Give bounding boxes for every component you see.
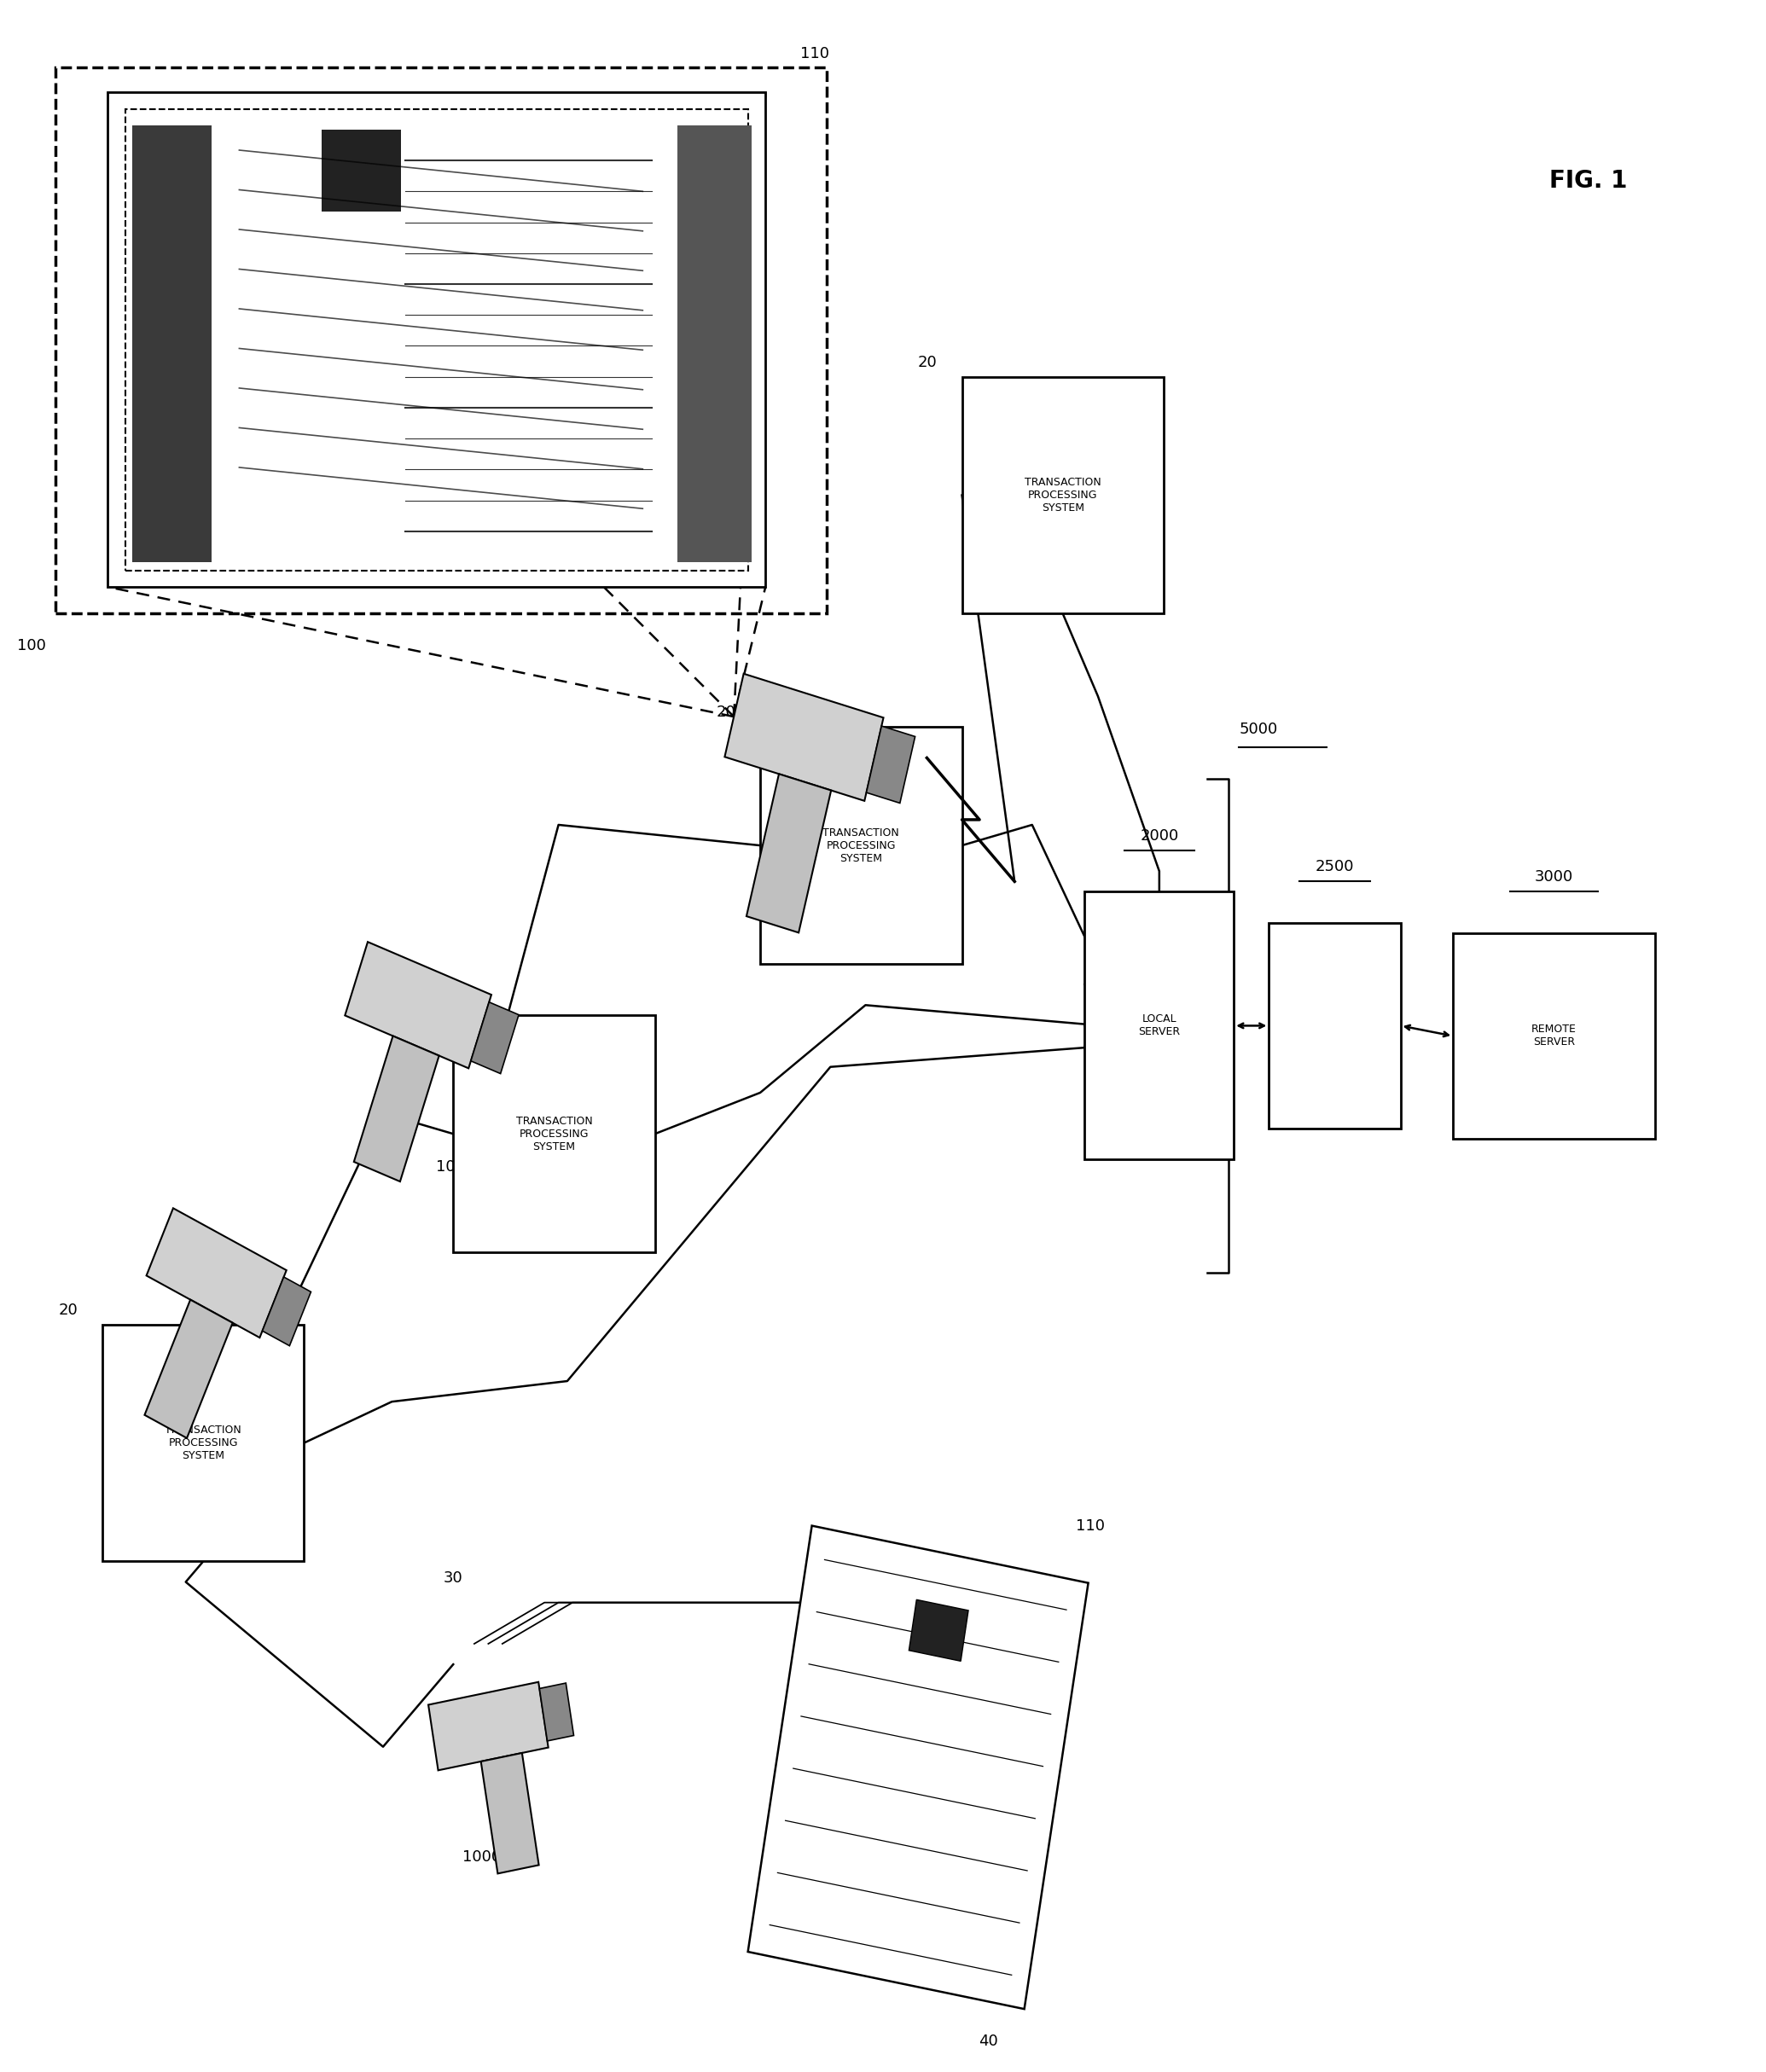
Polygon shape: [147, 1208, 286, 1339]
Text: 20: 20: [918, 354, 938, 371]
Bar: [962, 377, 1164, 613]
Bar: [102, 1324, 304, 1562]
Text: 110: 110: [800, 46, 830, 62]
Bar: [454, 1015, 655, 1251]
Text: FIG. 1: FIG. 1: [1549, 170, 1628, 193]
Text: 1000: 1000: [821, 901, 860, 918]
Polygon shape: [747, 1525, 1088, 2010]
Polygon shape: [429, 1682, 547, 1769]
Text: TRANSACTION
PROCESSING
SYSTEM: TRANSACTION PROCESSING SYSTEM: [823, 827, 899, 864]
Text: TRANSACTION
PROCESSING
SYSTEM: TRANSACTION PROCESSING SYSTEM: [516, 1115, 592, 1152]
Polygon shape: [539, 1682, 574, 1740]
Polygon shape: [909, 1600, 968, 1662]
Bar: [132, 126, 212, 562]
Bar: [1270, 922, 1400, 1129]
Text: 1000: 1000: [436, 1160, 475, 1175]
Text: REMOTE
SERVER: REMOTE SERVER: [1531, 1024, 1577, 1048]
Text: TRANSACTION
PROCESSING
SYSTEM: TRANSACTION PROCESSING SYSTEM: [164, 1426, 242, 1461]
Bar: [1084, 891, 1234, 1160]
Bar: [108, 93, 765, 586]
Bar: [678, 126, 752, 562]
Polygon shape: [867, 725, 915, 804]
Bar: [759, 727, 962, 963]
Text: 2500: 2500: [1316, 860, 1355, 874]
Text: 3000: 3000: [1535, 870, 1574, 885]
Polygon shape: [145, 1299, 233, 1438]
Polygon shape: [344, 943, 491, 1069]
Text: 20: 20: [58, 1301, 78, 1318]
Bar: [55, 68, 826, 613]
Bar: [1453, 932, 1655, 1140]
Text: 20: 20: [410, 992, 429, 1009]
Bar: [321, 131, 401, 211]
Bar: [125, 110, 749, 570]
Polygon shape: [263, 1276, 311, 1347]
Text: 30: 30: [443, 1571, 463, 1585]
Text: 40: 40: [978, 2033, 998, 2049]
Text: 1000: 1000: [463, 1850, 500, 1865]
Polygon shape: [472, 1003, 519, 1073]
Polygon shape: [480, 1753, 539, 1873]
Polygon shape: [353, 1036, 440, 1181]
Polygon shape: [724, 673, 883, 802]
Text: 1000: 1000: [233, 1407, 272, 1421]
Text: 5000: 5000: [1240, 721, 1277, 738]
Text: 100: 100: [18, 638, 46, 655]
Text: 110: 110: [1075, 1519, 1106, 1533]
Text: LOCAL
SERVER: LOCAL SERVER: [1139, 1013, 1180, 1038]
Text: 2000: 2000: [1141, 829, 1178, 843]
Text: 20: 20: [717, 704, 736, 721]
Text: TRANSACTION
PROCESSING
SYSTEM: TRANSACTION PROCESSING SYSTEM: [1024, 477, 1100, 514]
Polygon shape: [747, 775, 832, 932]
